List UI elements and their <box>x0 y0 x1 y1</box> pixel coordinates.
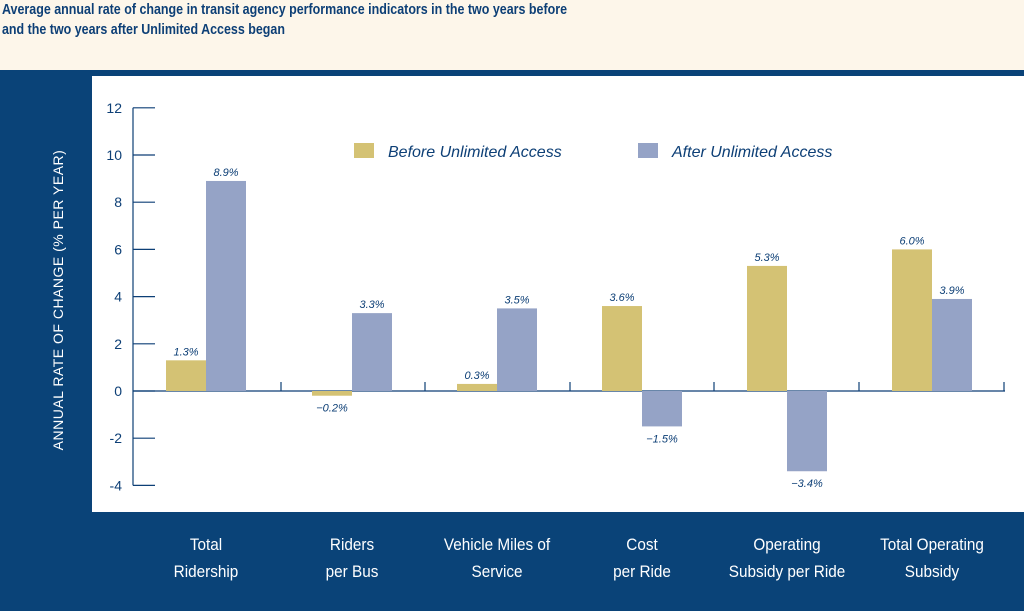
bar-after <box>642 391 682 427</box>
data-label: 6.0% <box>899 235 924 247</box>
y-tick-label: 0 <box>114 383 122 399</box>
y-tick-label: 10 <box>106 147 122 163</box>
bar-after <box>787 391 827 472</box>
x-category-label-line: Subsidy per Ride <box>728 562 846 581</box>
y-tick-label: 2 <box>114 336 122 352</box>
y-tick-label: 12 <box>106 100 122 116</box>
y-tick-label: 4 <box>114 289 122 305</box>
bar-before <box>312 391 352 396</box>
legend-label-after: After Unlimited Access <box>671 144 832 161</box>
data-label: −0.2% <box>316 403 348 415</box>
x-category-label-line: Operating <box>753 535 821 554</box>
x-category-label: Cost per Ride <box>575 531 710 585</box>
x-category-label-line: Cost <box>626 535 658 554</box>
bar-before <box>166 360 206 391</box>
x-category-label: Total Operating Subsidy <box>865 531 1000 585</box>
legend-label-before: Before Unlimited Access <box>388 144 562 161</box>
title-line-2: and the two years after Unlimited Access… <box>2 22 285 38</box>
bar-before <box>892 249 932 391</box>
y-tick-label: 6 <box>114 241 122 257</box>
legend-swatch-before <box>354 143 374 158</box>
bar-after <box>932 298 972 391</box>
legend-swatch-after <box>638 143 658 158</box>
y-tick-label: 8 <box>114 194 122 210</box>
x-category-label-line: Vehicle Miles of <box>443 535 551 554</box>
data-label: 0.3% <box>464 370 489 382</box>
plot-area <box>92 76 1024 512</box>
data-label: 8.9% <box>213 167 238 179</box>
x-category-label-line: Total <box>189 535 223 554</box>
x-category-label-line: Ridership <box>173 562 239 581</box>
data-label: −1.5% <box>646 433 678 445</box>
data-label: 3.3% <box>359 299 384 311</box>
y-tick-label: -2 <box>110 430 123 446</box>
data-label: 5.3% <box>754 252 779 264</box>
x-category-label-line: Subsidy <box>904 562 960 581</box>
data-label: 3.6% <box>609 292 634 304</box>
x-category-label-line: per Bus <box>325 562 379 581</box>
x-category-label-line: Service <box>471 562 523 581</box>
data-label: 3.5% <box>504 294 529 306</box>
data-label: −3.4% <box>791 478 823 490</box>
y-tick-label: -4 <box>110 477 123 493</box>
bar-before <box>747 265 787 391</box>
bar-after <box>206 180 246 391</box>
x-category-label-line: per Ride <box>613 562 671 581</box>
bar-before <box>457 383 497 391</box>
x-category-label: Riders per Bus <box>285 531 420 585</box>
data-label: 3.9% <box>939 285 964 297</box>
data-label: 1.3% <box>173 346 198 358</box>
bar-after <box>352 313 392 391</box>
bar-before <box>602 306 642 391</box>
title-line-1: Average annual rate of change in transit… <box>2 2 568 18</box>
chart-title: Average annual rate of change in transit… <box>2 0 638 40</box>
x-category-label-line: Total Operating <box>880 535 984 554</box>
bar-after <box>497 308 537 391</box>
x-category-label: Total Ridership <box>139 531 274 585</box>
x-category-label: Vehicle Miles of Service <box>430 531 565 585</box>
x-category-label-line: Riders <box>329 535 375 554</box>
x-category-label: Operating Subsidy per Ride <box>720 531 855 585</box>
